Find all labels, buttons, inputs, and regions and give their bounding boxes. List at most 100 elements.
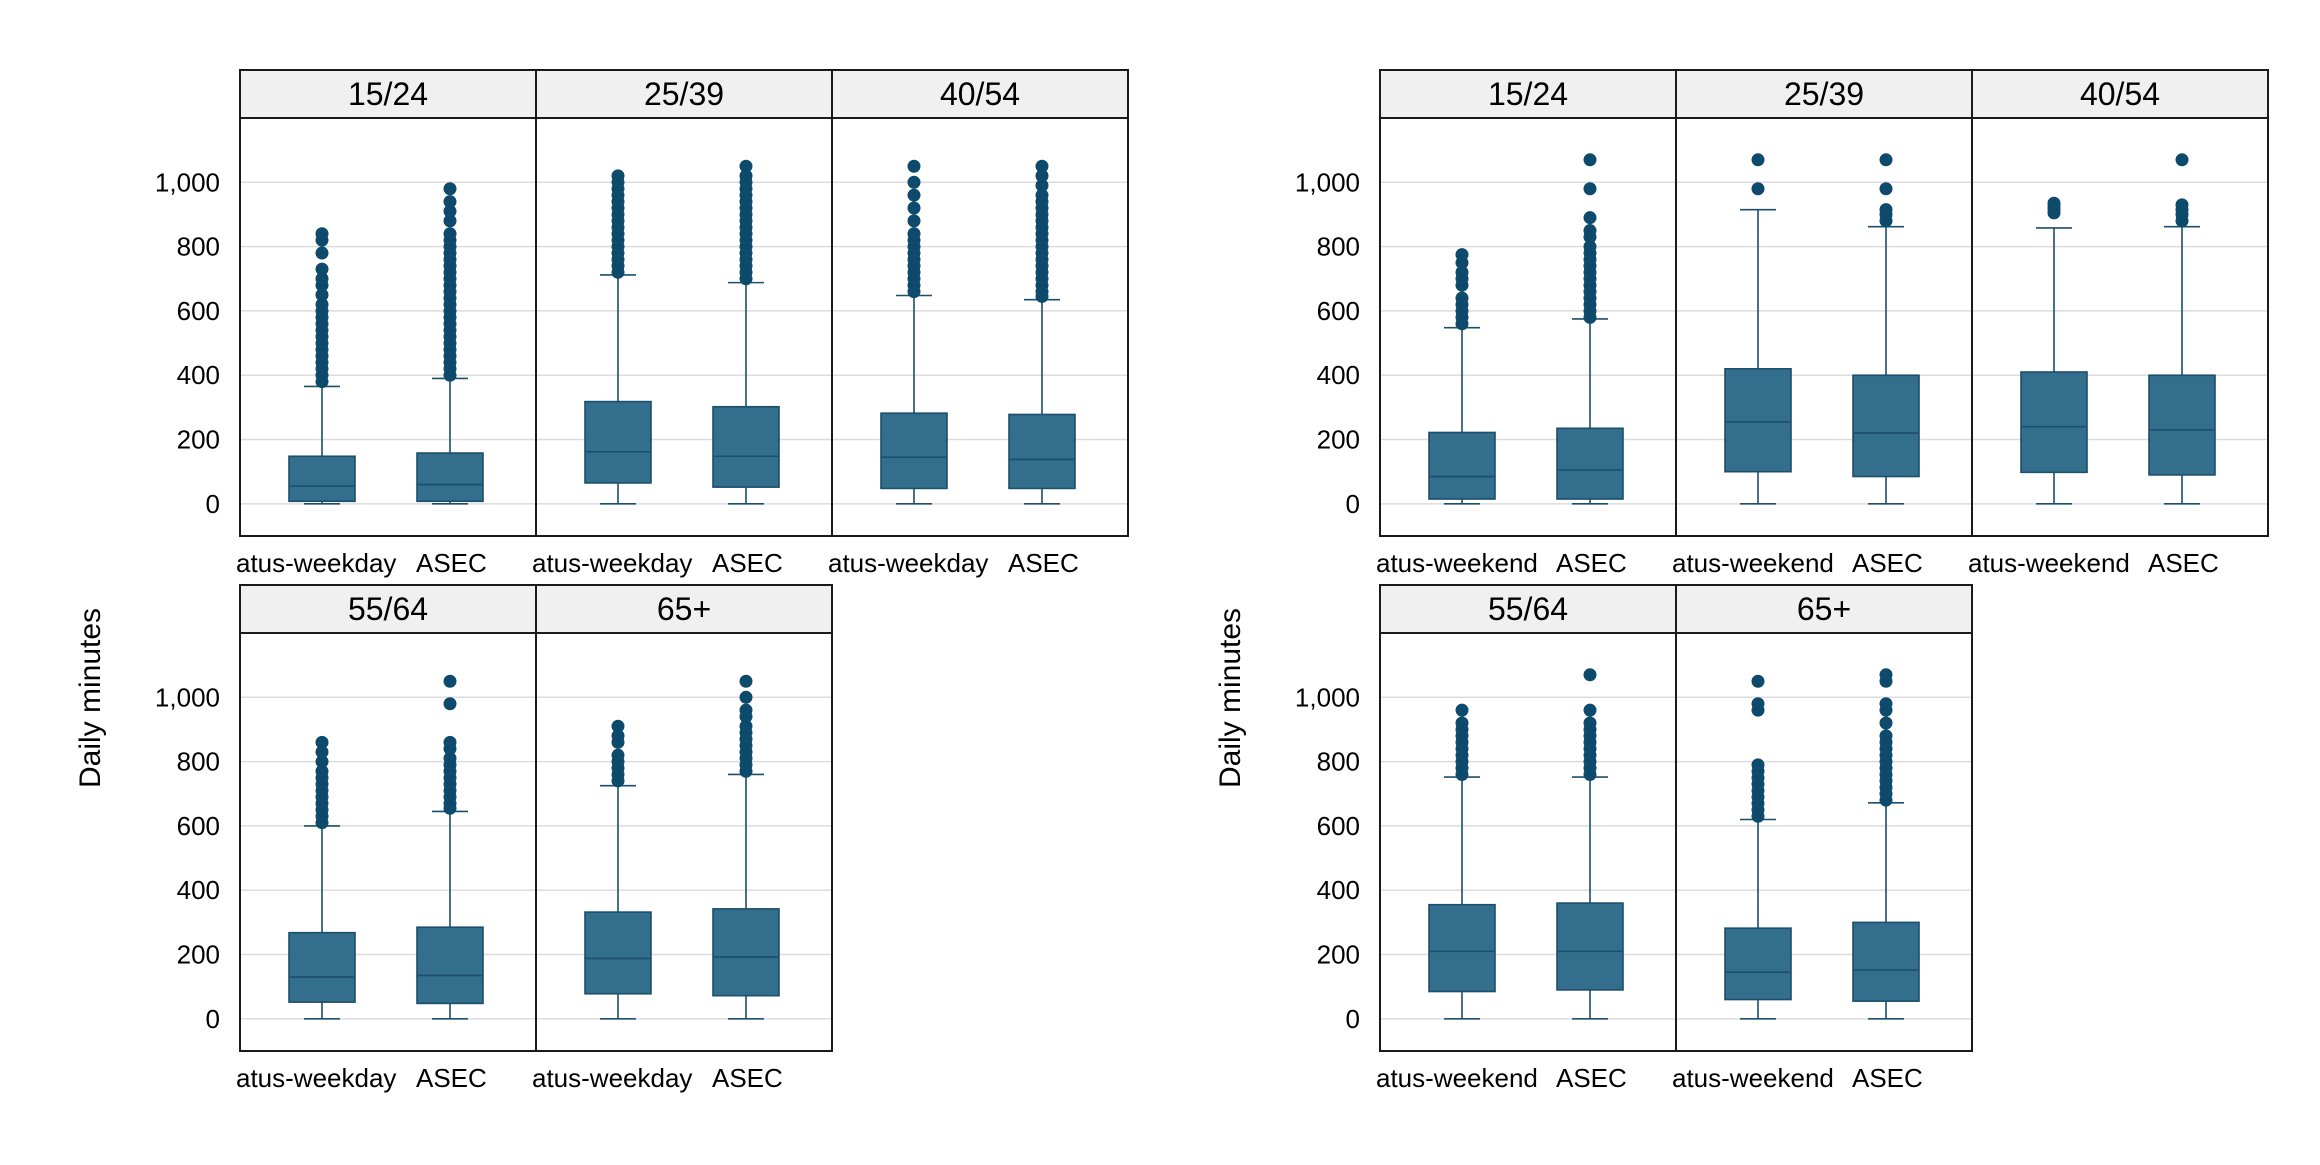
outlier-point: [1583, 153, 1597, 167]
y-tick-label: 800: [177, 747, 220, 777]
panel-header: [535, 69, 833, 119]
box-ASEC: [2148, 153, 2216, 505]
outlier-point: [443, 674, 457, 688]
panel-55-64: 55/64 0 200 400 600 800 1,000 atus-weekend ASEC: [1295, 584, 1677, 1093]
x-tick-label: ASEC: [1556, 1063, 1627, 1093]
box-iqr: [2020, 371, 2088, 474]
y-axis-label: Daily minutes: [1214, 608, 1247, 788]
panel-frame: [535, 117, 833, 537]
outlier-point: [1455, 291, 1469, 305]
box-atus-weekend: [2020, 196, 2088, 505]
outlier-point: [443, 735, 457, 749]
outlier-point: [443, 195, 457, 209]
outlier-point: [1879, 668, 1893, 682]
x-tick-label: ASEC: [1852, 1063, 1923, 1093]
outlier-point: [1879, 716, 1893, 730]
outlier-point: [443, 227, 457, 241]
box-atus-weekday: [584, 719, 652, 1020]
box-iqr: [712, 908, 780, 997]
x-tick-label: atus-weekday: [828, 548, 988, 578]
outlier-point: [1455, 716, 1469, 730]
box-iqr: [712, 405, 780, 488]
outlier-point: [443, 182, 457, 196]
outlier-point: [1879, 153, 1893, 167]
outlier-point: [2175, 198, 2189, 212]
panel-header: [1971, 69, 2269, 119]
x-tick-label: atus-weekend: [1968, 548, 2130, 578]
y-tick-label: 0: [206, 489, 220, 519]
panel-frame: [239, 632, 537, 1052]
outlier-point: [1583, 211, 1597, 225]
outlier-point: [315, 227, 329, 241]
panel-title: 40/54: [940, 76, 1020, 112]
y-tick-label: 800: [1317, 747, 1360, 777]
x-tick-label: ASEC: [1008, 548, 1079, 578]
panel-title: 25/39: [644, 76, 724, 112]
box-iqr: [880, 412, 948, 490]
outlier-point: [739, 159, 753, 173]
y-tick-label: 800: [177, 232, 220, 262]
outlier-point: [611, 719, 625, 733]
outlier-point: [1879, 182, 1893, 196]
box-atus-weekend: [1724, 674, 1792, 1020]
outlier-point: [739, 703, 753, 717]
box-ASEC: [1556, 153, 1624, 505]
outlier-point: [1751, 758, 1765, 772]
y-tick-label: 400: [177, 875, 220, 905]
panel-40-54: 40/54 atus-weekday ASEC: [828, 69, 1129, 578]
outlier-point: [315, 735, 329, 749]
box-atus-weekend: [1428, 703, 1496, 1020]
y-tick-label: 400: [1317, 360, 1360, 390]
y-tick-label: 200: [1317, 425, 1360, 455]
panel-header: [239, 584, 537, 634]
panel-frame: [1675, 117, 1973, 537]
box-iqr: [416, 926, 484, 1005]
outlier-point: [1035, 188, 1049, 202]
y-tick-label: 200: [1317, 940, 1360, 970]
panel-header: [831, 69, 1129, 119]
box-iqr: [1852, 374, 1920, 478]
panel-title: 65+: [657, 591, 711, 627]
outlier-point: [739, 690, 753, 704]
x-tick-label: ASEC: [1556, 548, 1627, 578]
outlier-point: [1583, 224, 1597, 238]
outlier-point: [1035, 169, 1049, 183]
outlier-point: [1035, 159, 1049, 173]
panel-frame: [1379, 632, 1677, 1052]
chart-group-1: Daily minutes 15/24 0 200 400 600 800 1,000 atus…: [74, 69, 1129, 1093]
panel-header: [1675, 584, 1973, 634]
panel-15-24: 15/24 0 200 400 600 800 1,000 atus-weekend ASEC: [1295, 69, 1677, 578]
box-iqr: [1852, 921, 1920, 1002]
outlier-point: [611, 748, 625, 762]
panel-frame: [239, 117, 537, 537]
x-tick-label: ASEC: [712, 1063, 783, 1093]
box-iqr: [1724, 367, 1792, 473]
box-iqr: [584, 400, 652, 484]
chart-group-2: Daily minutes 15/24 0 200 400 600 800 1,000 atus…: [1214, 69, 2269, 1093]
outlier-point: [907, 188, 921, 202]
outlier-point: [315, 272, 329, 286]
y-tick-label: 0: [206, 1004, 220, 1034]
box-atus-weekday: [288, 227, 356, 505]
y-tick-label: 800: [1317, 232, 1360, 262]
outlier-point: [315, 764, 329, 778]
box-iqr: [1724, 927, 1792, 1001]
outlier-point: [1455, 703, 1469, 717]
y-tick-label: 400: [177, 360, 220, 390]
outlier-point: [315, 745, 329, 759]
box-iqr: [416, 452, 484, 503]
outlier-point: [1035, 179, 1049, 193]
box-atus-weekday: [880, 159, 948, 505]
outlier-point: [2047, 196, 2061, 210]
panel-header: [1379, 69, 1677, 119]
panel-40-54: 40/54 atus-weekend ASEC: [1968, 69, 2269, 578]
box-atus-weekend: [1724, 153, 1792, 505]
panel-25-39: 25/39 atus-weekday ASEC: [532, 69, 833, 578]
y-tick-label: 0: [1346, 1004, 1360, 1034]
y-tick-label: 600: [177, 811, 220, 841]
box-iqr: [1428, 431, 1496, 500]
box-iqr: [1428, 903, 1496, 993]
panel-25-39: 25/39 atus-weekend ASEC: [1672, 69, 1973, 578]
box-iqr: [1008, 413, 1076, 490]
